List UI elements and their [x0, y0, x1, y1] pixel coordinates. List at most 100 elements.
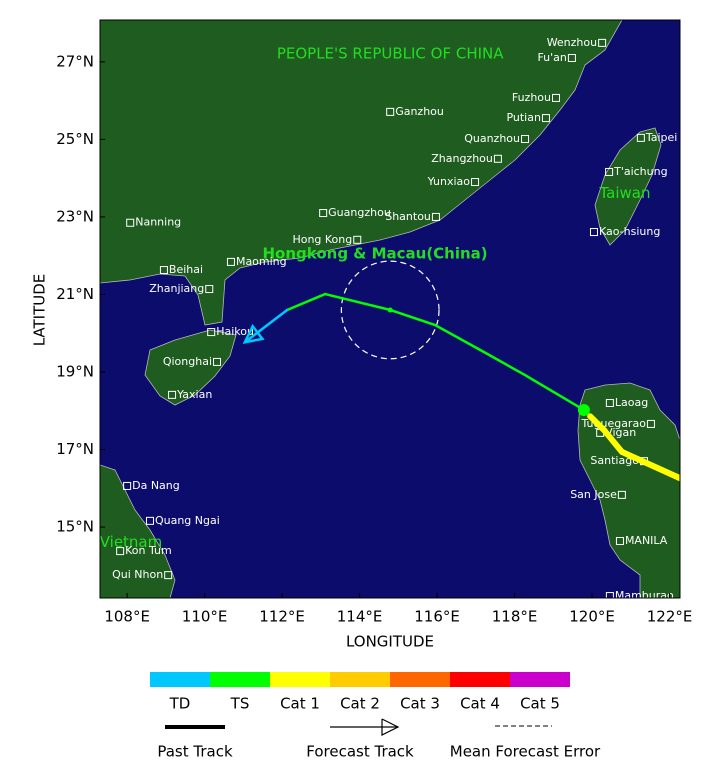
city-label: Yaxian — [176, 388, 212, 401]
forecast-track-segment — [388, 308, 437, 327]
city-label: Zhanjiang — [149, 282, 204, 295]
city-marker — [226, 257, 235, 266]
city-marker — [471, 178, 480, 187]
region-label: Vietnam — [100, 533, 163, 551]
city-label: Laoag — [615, 396, 648, 409]
x-tick-label: 120°E — [569, 608, 615, 626]
city-label: Shantou — [385, 210, 431, 223]
city-label: Nanning — [135, 216, 181, 229]
forecast-track-segment — [323, 292, 392, 312]
forecast-track-segment — [285, 292, 327, 312]
city-label: Guangzhou — [328, 206, 391, 219]
past-track-segment — [601, 427, 625, 455]
city-marker — [205, 285, 214, 294]
x-tick-label: 112°E — [259, 608, 305, 626]
city-marker — [168, 390, 177, 399]
x-tick-label: 118°E — [492, 608, 538, 626]
category-label: TS — [230, 695, 250, 713]
city-label: Haikou — [216, 325, 254, 338]
city-label: Yunxiao — [427, 175, 471, 188]
past-track-segment — [618, 448, 680, 482]
y-tick-label: 23°N — [56, 207, 94, 225]
y-tick-label: 25°N — [56, 130, 94, 148]
city-marker — [615, 537, 624, 546]
region-label: Hongkong & Macau(China) — [262, 244, 487, 262]
city-label: Kon Tum — [125, 544, 172, 557]
category-swatch — [270, 672, 330, 687]
city-label: Zhangzhou — [431, 152, 493, 165]
forecast-arrowhead — [381, 718, 400, 736]
category-label: Cat 1 — [280, 695, 320, 713]
past-track-segment — [587, 413, 608, 434]
city-marker — [605, 399, 614, 408]
track — [242, 260, 680, 482]
city-marker — [552, 93, 561, 102]
city-marker — [541, 114, 550, 123]
legend-error: Mean Forecast Error — [450, 743, 601, 760]
forecast-point — [387, 307, 393, 313]
china-mainland — [100, 20, 623, 326]
axes: 108°E 110°E 112°E 114°E 116°E 118°E 120°E 122°E… — [56, 52, 692, 625]
x-tick-label: 110°E — [182, 608, 228, 626]
city-marker — [598, 38, 607, 47]
category-swatch — [510, 672, 570, 687]
x-tick-label: 108°E — [104, 608, 150, 626]
city-label: Putian — [506, 111, 541, 124]
city-label: Fu'an — [537, 51, 566, 64]
x-tick-label: 114°E — [337, 608, 383, 626]
city-label: Hong Kong — [292, 233, 352, 246]
city-marker — [605, 592, 614, 598]
y-tick-label: 15°N — [56, 518, 94, 536]
city-marker — [126, 218, 135, 227]
current-position — [577, 403, 590, 416]
city-label: Quang Ngai — [155, 514, 220, 527]
city-marker — [617, 490, 626, 499]
forecast-track-segment — [246, 308, 289, 342]
y-tick-label: 21°N — [56, 285, 94, 303]
city-label: Qionghai — [163, 355, 212, 368]
city-marker — [159, 266, 168, 275]
city-marker — [386, 107, 395, 116]
category-label: Cat 2 — [340, 695, 380, 713]
x-tick-label: 122°E — [647, 608, 693, 626]
x-tick-label: 116°E — [414, 608, 460, 626]
legend: Past Track Forecast Track Mean Forecast … — [150, 672, 601, 760]
forecast-track-segment — [478, 348, 527, 377]
city-label: Beihai — [169, 263, 203, 276]
taiwan — [594, 127, 662, 246]
vietnam — [100, 464, 176, 598]
city-marker — [207, 328, 216, 337]
forecast-track-segment — [433, 323, 482, 352]
category-label: TD — [169, 695, 191, 713]
category-label: Cat 5 — [520, 695, 560, 713]
city-marker — [589, 228, 598, 237]
y-tick-label: 17°N — [56, 440, 94, 458]
map: PEOPLE'S REPUBLIC OF CHINA Taiwan Vietnam H… — [100, 20, 680, 598]
mean-forecast-error — [340, 260, 440, 360]
category-swatch — [390, 672, 450, 687]
category-swatch — [330, 672, 390, 687]
city-marker — [123, 481, 132, 490]
city-label: San Jose — [570, 488, 617, 501]
city-marker — [116, 547, 125, 556]
forecast-track-segment — [523, 373, 586, 412]
y-tick-label: 19°N — [56, 362, 94, 380]
city-marker — [319, 209, 328, 218]
city-marker — [605, 167, 614, 176]
city-label: Ganzhou — [395, 105, 444, 118]
category-label: Cat 3 — [400, 695, 440, 713]
map-frame — [99, 19, 681, 599]
city-marker — [353, 235, 362, 244]
x-axis-label: LONGITUDE — [346, 633, 434, 651]
city-label: Taipei — [645, 131, 678, 144]
city-label: MANILA — [625, 534, 668, 547]
category-label: Cat 4 — [460, 695, 500, 713]
legend-past: Past Track — [157, 743, 233, 760]
category-swatch — [210, 672, 270, 687]
city-marker — [145, 516, 154, 525]
city-label: Maoming — [236, 255, 287, 268]
legend-forecast: Forecast Track — [306, 743, 414, 760]
city-label: T'aichung — [613, 165, 668, 178]
city-label: Kao-hsiung — [599, 225, 660, 238]
city-label: Qui Nhon — [112, 568, 163, 581]
